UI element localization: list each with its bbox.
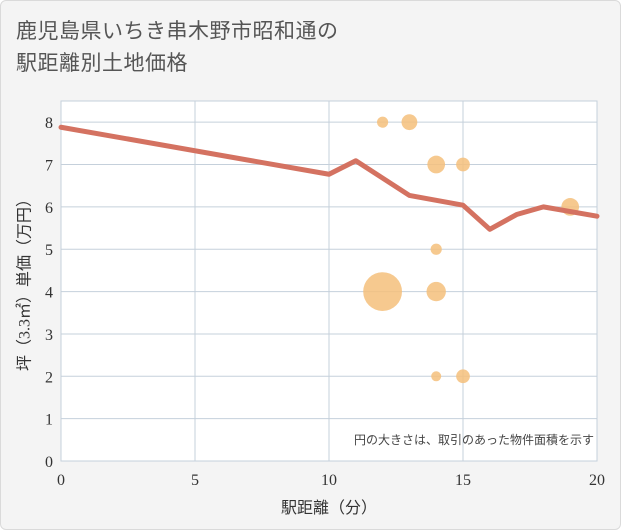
chart-title-line-2: 駅距離別土地価格: [16, 51, 188, 75]
x-tick-label-0: 0: [57, 472, 65, 489]
chart-title-line-1: 鹿児島県いちき串木野市昭和通の: [16, 19, 339, 43]
bubble-point-4: [430, 243, 442, 255]
chart-title: 鹿児島県いちき串木野市昭和通の 駅距離別土地価格: [16, 15, 339, 79]
x-axis-ticks: 0 5 10 15 20: [57, 472, 605, 489]
grid-lines: [60, 101, 598, 462]
bubble-size-note: 円の大きさは、取引のあった物件面積を示す: [354, 432, 594, 447]
y-tick-label-4: 4: [45, 285, 53, 302]
y-tick-label-2: 2: [45, 369, 53, 386]
y-tick-label-3: 3: [45, 327, 53, 344]
bubble-point-2: [427, 155, 446, 174]
bubble-point-8: [456, 369, 470, 384]
x-tick-label-10: 10: [321, 472, 337, 489]
x-tick-label-20: 20: [589, 472, 605, 489]
bubble-point-7: [431, 371, 442, 382]
y-tick-label-1: 1: [45, 412, 53, 429]
y-tick-label-6: 6: [45, 200, 53, 217]
y-tick-label-0: 0: [45, 454, 53, 471]
y-tick-label-5: 5: [45, 242, 53, 259]
bubble-point-3: [456, 157, 470, 172]
x-tick-label-15: 15: [455, 472, 471, 489]
x-axis-label: 駅距離（分）: [281, 499, 377, 517]
bubble-point-0: [377, 116, 389, 128]
bubble-point-5: [363, 272, 402, 311]
bubble-point-1: [401, 114, 418, 131]
y-axis-ticks: 0 1 2 3 4 5 6 7 8: [45, 115, 53, 471]
y-tick-label-8: 8: [45, 115, 53, 132]
average-price-line: [58, 124, 600, 232]
x-tick-label-5: 5: [191, 472, 199, 489]
y-tick-label-7: 7: [45, 158, 53, 175]
y-axis-label: 坪（3.3㎡）単価（万円）: [16, 191, 34, 371]
bubble-point-6: [426, 281, 446, 302]
